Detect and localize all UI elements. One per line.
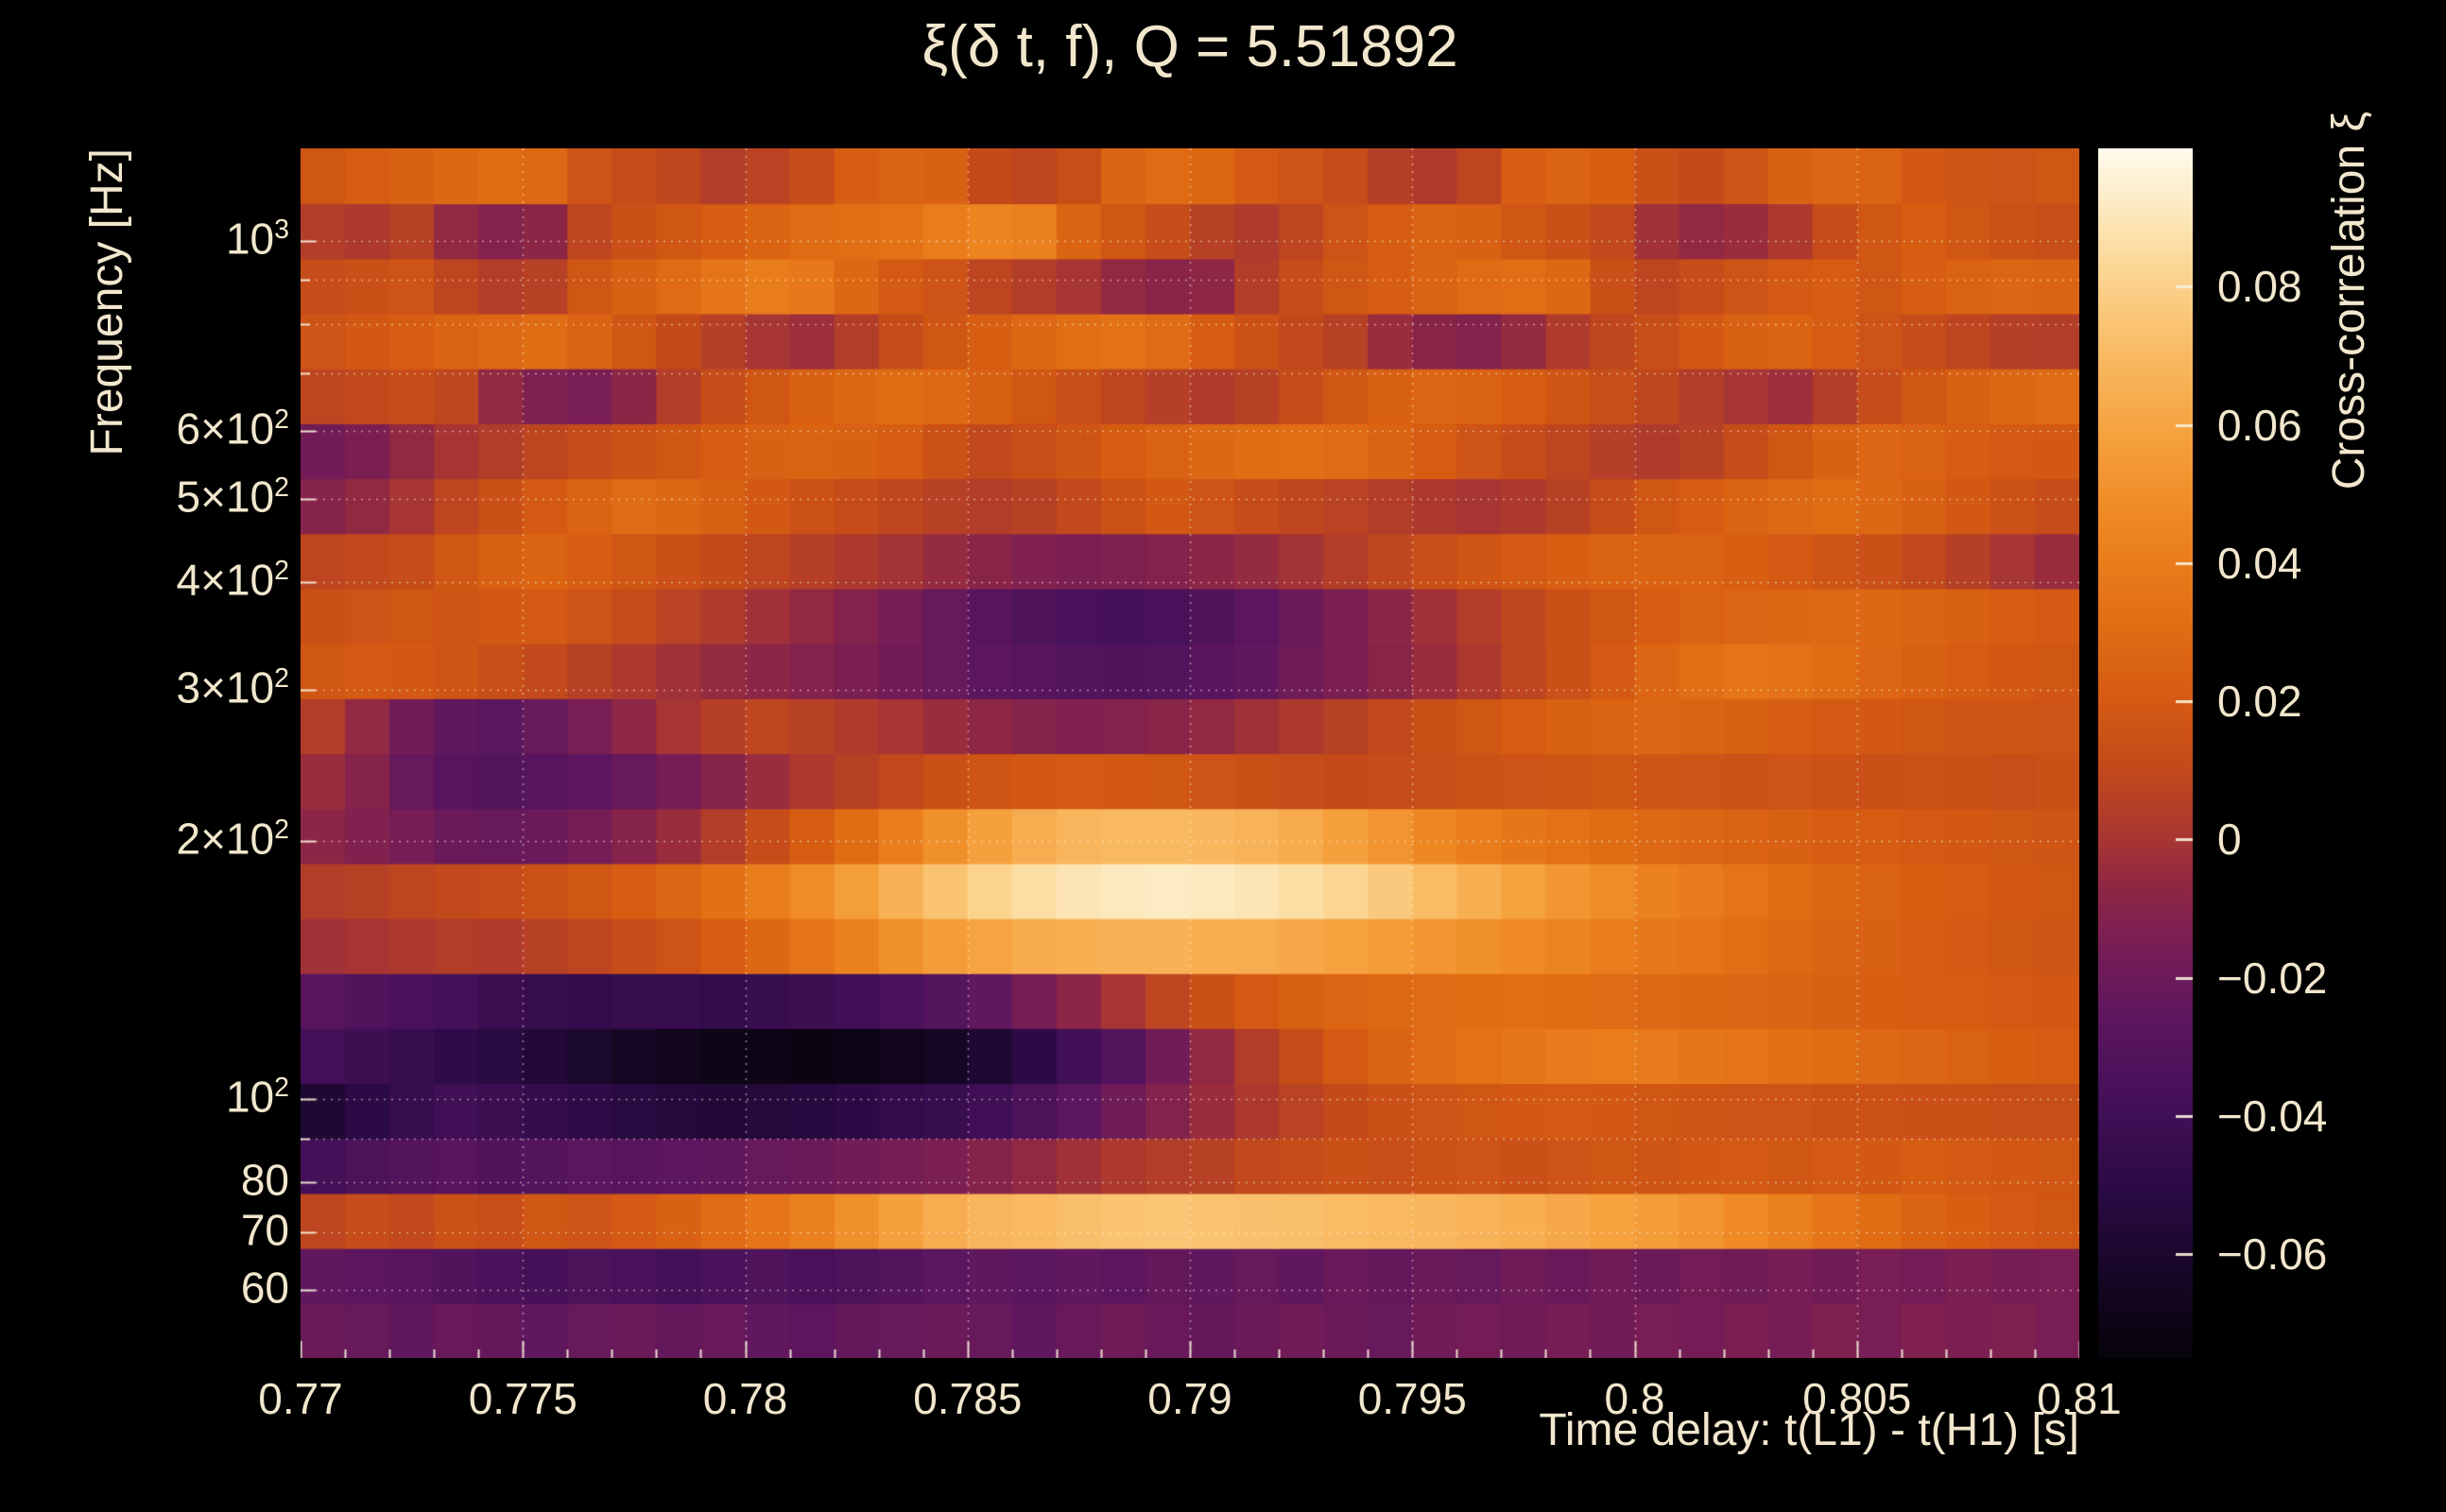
time-axis-tick-label: 0.77 [258,1374,343,1423]
x-axis-title: Time delay: t(L1) - t(H1) [s] [1539,1405,2079,1455]
frequency-axis-tick-label: 102 [225,1072,289,1122]
time-axis-tick-label: 0.805 [1802,1374,1912,1423]
colorbar-tick-label: 0.08 [2217,262,2302,312]
frequency-axis-tick-label: 103 [225,213,289,263]
time-axis-tick-label: 0.795 [1357,1374,1467,1423]
colorbar-tick-label: −0.02 [2217,953,2328,1003]
time-axis-tick-label: 0.81 [2037,1374,2122,1423]
frequency-axis-tick-label: 6×102 [176,404,289,454]
frequency-axis-tick-label: 60 [240,1263,289,1313]
plot-title: ξ(δ t, f), Q = 5.51892 [922,14,1458,79]
time-axis-tick-label: 0.8 [1604,1374,1665,1423]
frequency-axis-tick-label: 5×102 [176,472,289,522]
colorbar-tick-label: 0.06 [2217,400,2302,450]
frequency-axis-tick-label: 3×102 [176,662,289,713]
colorbar-tick-label: 0.04 [2217,538,2302,588]
time-axis-tick-label: 0.78 [702,1374,788,1423]
colorbar-tick-label: −0.06 [2217,1229,2328,1280]
frequency-axis-tick-label: 2×102 [176,814,289,864]
frequency-axis-tick-label: 70 [240,1205,289,1255]
frequency-axis-tick-label: 4×102 [176,555,289,605]
time-axis-tick-label: 0.775 [468,1374,577,1423]
heatmap-canvas [301,148,2079,1358]
colorbar-axis-title: Cross-correlation ξ [2324,112,2374,490]
frequency-axis-tick-label: 80 [240,1155,289,1205]
colorbar-gradient [2098,148,2193,1358]
colorbar-tick-label: −0.04 [2217,1091,2328,1141]
colorbar-tick-label: 0 [2217,815,2242,865]
time-axis-tick-label: 0.79 [1147,1374,1232,1423]
time-axis-tick-label: 0.785 [913,1374,1023,1423]
colorbar-tick-label: 0.02 [2217,677,2302,727]
